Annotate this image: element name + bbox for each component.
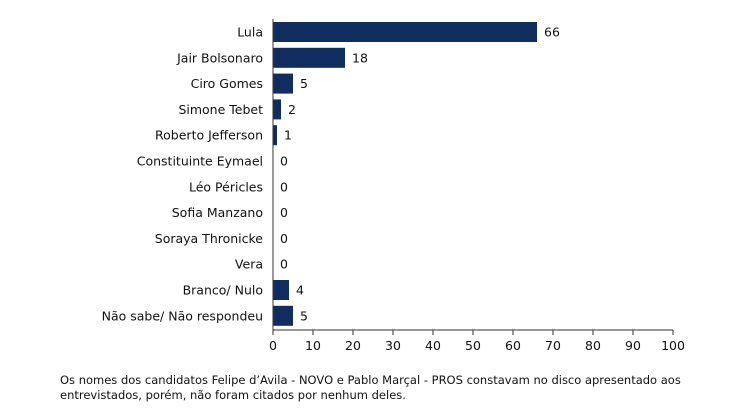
x-tick-label: 90: [625, 338, 641, 353]
category-label: Léo Péricles: [189, 179, 263, 194]
x-tick-label: 40: [425, 338, 441, 353]
bar: [273, 125, 277, 146]
data-label: 0: [280, 231, 288, 246]
labels-layer: Lula 66 Jair Bolsonaro 18 Ciro Gomes 5 Simone …: [102, 25, 560, 324]
category-label: Simone Tebet: [178, 102, 263, 117]
data-label: 4: [296, 283, 304, 298]
x-tick-label: 50: [465, 338, 481, 353]
data-label: 5: [300, 308, 308, 323]
bar: [273, 99, 281, 120]
bar: [273, 280, 289, 300]
x-axis: 0 10 20 30 40 50 60 70 80 90 100: [269, 19, 685, 353]
data-label: 0: [280, 257, 288, 272]
category-label: Ciro Gomes: [191, 76, 263, 91]
data-label: 66: [544, 25, 560, 40]
bar-chart: Lula 66 Jair Bolsonaro 18 Ciro Gomes 5 Simone …: [102, 19, 685, 353]
x-tick-label: 70: [545, 338, 561, 353]
data-label: 5: [300, 76, 308, 91]
category-label: Jair Bolsonaro: [176, 50, 263, 65]
data-label: 0: [280, 154, 288, 169]
bar: [273, 22, 537, 42]
category-label: Branco/ Nulo: [183, 283, 263, 298]
x-tick-label: 100: [661, 338, 685, 353]
x-tick-label: 30: [385, 338, 401, 353]
data-label: 0: [280, 179, 288, 194]
category-label: Não sabe/ Não respondeu: [102, 308, 263, 323]
bar: [273, 47, 345, 68]
x-tick-label: 0: [269, 338, 277, 353]
x-tick-label: 80: [585, 338, 601, 353]
footnote: Os nomes dos candidatos Felipe d’Avila -…: [60, 373, 681, 402]
x-tick-label: 10: [305, 338, 321, 353]
data-label: 2: [288, 102, 296, 117]
category-label: Sofia Manzano: [172, 205, 263, 220]
data-label: 18: [352, 50, 368, 65]
category-label: Roberto Jefferson: [155, 128, 263, 143]
data-label: 0: [280, 205, 288, 220]
x-tick-label: 60: [505, 338, 521, 353]
category-label: Soraya Thronicke: [155, 231, 264, 246]
category-label: Vera: [235, 257, 263, 272]
bar: [273, 73, 293, 94]
x-tick-label: 20: [345, 338, 361, 353]
data-label: 1: [284, 128, 292, 143]
category-label: Constituinte Eymael: [137, 154, 263, 169]
category-label: Lula: [237, 25, 263, 40]
bars-layer: [273, 22, 537, 326]
bar: [273, 305, 293, 326]
